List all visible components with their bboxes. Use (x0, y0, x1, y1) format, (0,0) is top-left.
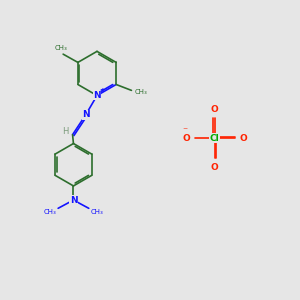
Text: CH₃: CH₃ (91, 209, 103, 215)
Text: O: O (182, 134, 190, 143)
Text: CH₃: CH₃ (55, 45, 68, 51)
Text: N: N (82, 110, 90, 119)
Text: ⁻: ⁻ (183, 127, 188, 137)
Text: N: N (70, 196, 77, 205)
Text: O: O (211, 163, 219, 172)
Text: O: O (240, 134, 248, 143)
Text: O: O (211, 105, 219, 114)
Text: H: H (62, 127, 68, 136)
Text: N: N (93, 91, 101, 100)
Text: CH₃: CH₃ (44, 209, 56, 215)
Text: +: + (99, 87, 105, 93)
Text: Cl: Cl (210, 134, 220, 143)
Text: CH₃: CH₃ (134, 89, 147, 95)
